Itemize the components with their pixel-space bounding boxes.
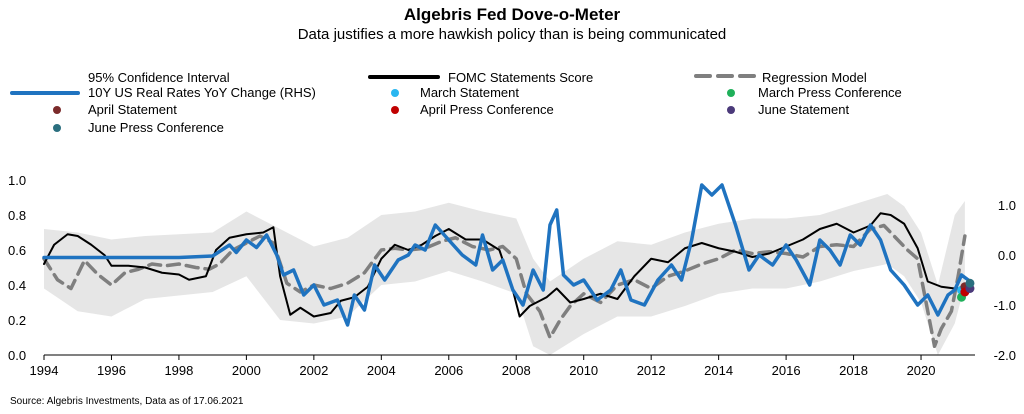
x-tick-label: 1994: [30, 363, 59, 378]
x-tick-label: 2016: [772, 363, 801, 378]
x-tick-label: 1998: [164, 363, 193, 378]
x-tick-label: 2008: [502, 363, 531, 378]
legend-label-march-press: March Press Conference: [758, 85, 902, 100]
y-left-tick-label: 0.6: [8, 243, 26, 258]
y-right-tick-label: -1.0: [994, 298, 1016, 313]
legend-label-june-press: June Press Conference: [88, 120, 224, 135]
x-tick-label: 2020: [907, 363, 936, 378]
legend-swatch-real-rates: [10, 91, 80, 95]
x-tick-label: 2012: [637, 363, 666, 378]
x-tick-label: 2010: [569, 363, 598, 378]
legend-marker-june-press: [53, 124, 61, 132]
x-tick-label: 2006: [434, 363, 463, 378]
real-rates-line: [42, 183, 971, 327]
x-tick-label: 2000: [232, 363, 261, 378]
y-right-tick-label: -2.0: [994, 348, 1016, 363]
legend-marker-march-statement: [391, 89, 399, 97]
legend-label-real-rates: 10Y US Real Rates YoY Change (RHS): [88, 85, 316, 100]
legend-swatch-fomc: [368, 75, 440, 79]
legend-marker-june-statement: [727, 106, 735, 114]
y-right-tick-label: 0.0: [998, 248, 1016, 263]
chart-title: Algebris Fed Dove-o-Meter: [403, 5, 621, 24]
y-left-tick-label: 1.0: [8, 173, 26, 188]
x-tick-label: 2002: [299, 363, 328, 378]
legend-label-ci: 95% Confidence Interval: [88, 70, 230, 85]
legend-label-april-statement: April Statement: [88, 102, 177, 117]
confidence-interval-band: [44, 194, 965, 355]
legend: 95% Confidence Interval 10Y US Real Rate…: [0, 68, 1024, 138]
regression-model-line: [42, 223, 967, 348]
y-left-tick-label: 0.4: [8, 278, 26, 293]
legend-label-june-statement: June Statement: [758, 102, 850, 117]
legend-label-april-press: April Press Conference: [420, 102, 554, 117]
legend-swatch-regression: [694, 74, 756, 78]
legend-label-regression: Regression Model: [762, 70, 867, 85]
y-right-tick-label: 1.0: [998, 198, 1016, 213]
legend-marker-march-press: [727, 89, 735, 97]
source-note: Source: Algebris Investments, Data as of…: [10, 396, 244, 407]
marker-june-press-conference: [965, 278, 975, 288]
y-left-tick-label: 0.2: [8, 313, 26, 328]
legend-marker-april-press: [391, 106, 399, 114]
x-tick-label: 2018: [839, 363, 868, 378]
legend-label-fomc: FOMC Statements Score: [448, 70, 594, 85]
legend-marker-april-statement: [53, 106, 61, 114]
x-tick-label: 2004: [367, 363, 396, 378]
legend-label-march-statement: March Statement: [420, 85, 519, 100]
chart-subtitle: Data justifies a more hawkish policy tha…: [297, 26, 727, 43]
x-tick-label: 1996: [97, 363, 126, 378]
x-tick-label: 2014: [704, 363, 733, 378]
y-left-tick-label: 0.8: [8, 208, 26, 223]
y-left-tick-label: 0.0: [8, 348, 26, 363]
